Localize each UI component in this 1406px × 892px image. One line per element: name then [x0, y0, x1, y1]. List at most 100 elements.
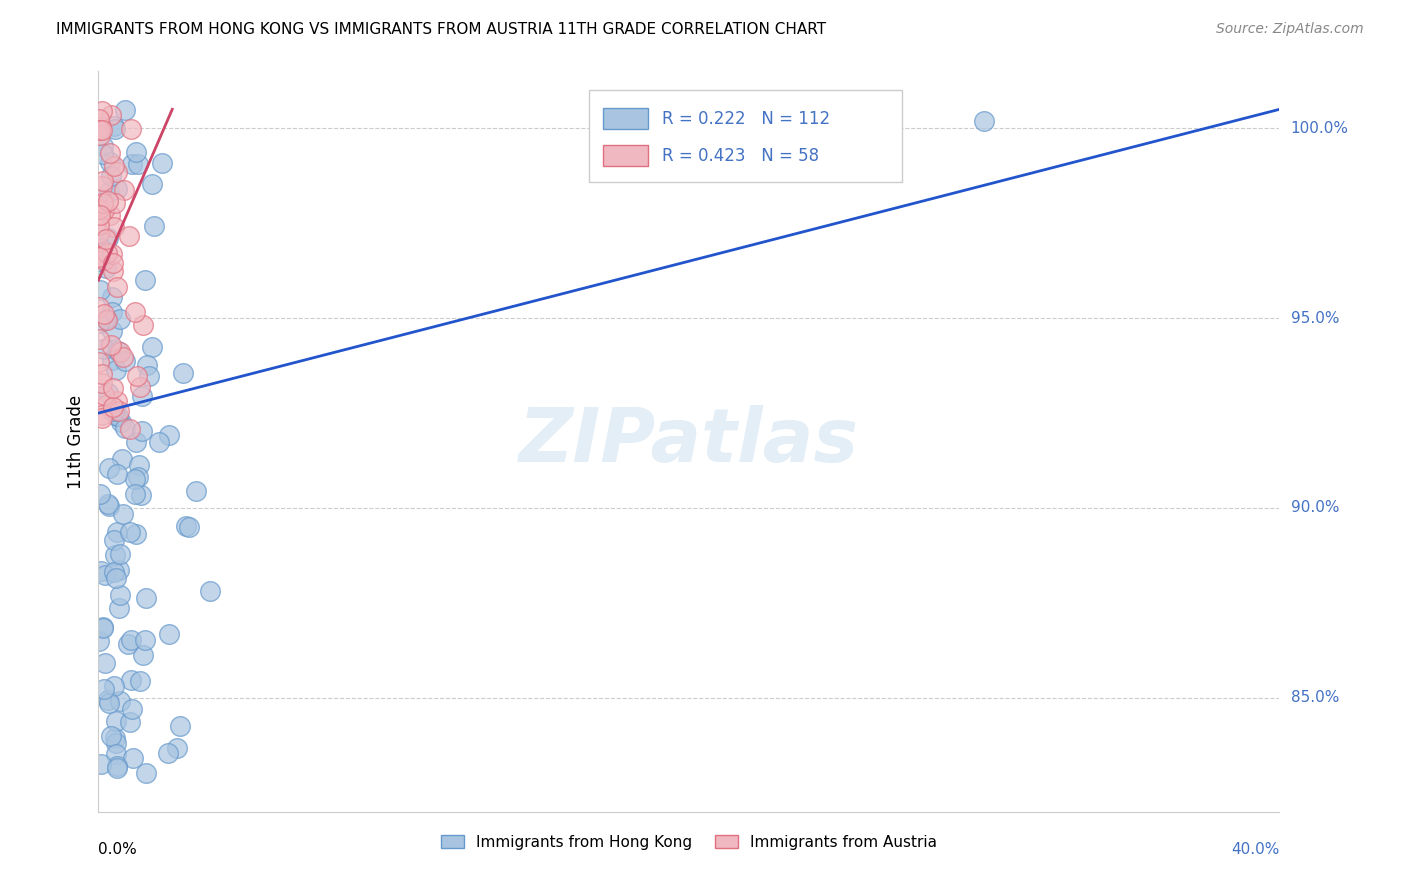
Text: 95.0%: 95.0% — [1291, 310, 1339, 326]
Point — [129, 674, 152, 689]
Point — [104, 196, 127, 211]
Point — [94, 261, 117, 276]
Point — [179, 520, 201, 534]
Point — [93, 202, 115, 217]
Point — [91, 620, 114, 634]
Point — [122, 751, 145, 765]
Point — [157, 627, 180, 641]
Point — [87, 355, 110, 369]
Point — [98, 155, 121, 169]
Point — [100, 403, 122, 417]
Point — [131, 648, 153, 662]
Point — [101, 401, 124, 415]
Point — [90, 123, 112, 137]
Point — [108, 694, 131, 708]
Point — [97, 230, 120, 244]
Point — [148, 435, 170, 450]
Point — [89, 756, 111, 771]
Point — [114, 421, 136, 435]
Point — [91, 248, 114, 262]
Point — [103, 403, 125, 417]
Point — [98, 499, 121, 513]
Point — [93, 388, 115, 402]
Point — [166, 740, 188, 755]
Point — [105, 182, 128, 196]
Point — [90, 241, 112, 255]
Point — [89, 192, 111, 206]
Point — [142, 219, 165, 234]
Point — [118, 228, 141, 243]
Text: 90.0%: 90.0% — [1291, 500, 1339, 516]
Point — [135, 591, 157, 606]
Point — [103, 219, 125, 234]
Point — [97, 194, 120, 208]
Text: 100.0%: 100.0% — [1291, 120, 1348, 136]
Point — [107, 564, 129, 578]
Point — [150, 155, 173, 169]
Point — [91, 621, 114, 635]
Text: R = 0.423   N = 58: R = 0.423 N = 58 — [662, 147, 818, 165]
Point — [94, 398, 117, 412]
Text: R = 0.222   N = 112: R = 0.222 N = 112 — [662, 110, 830, 128]
Point — [973, 113, 995, 128]
Text: Source: ZipAtlas.com: Source: ZipAtlas.com — [1216, 22, 1364, 37]
Point — [97, 185, 120, 199]
Point — [124, 304, 146, 318]
Point — [90, 202, 112, 217]
Point — [141, 340, 163, 354]
Point — [114, 103, 136, 118]
Point — [91, 376, 114, 390]
Point — [89, 284, 111, 298]
Point — [104, 570, 127, 584]
Point — [98, 461, 121, 475]
Point — [135, 765, 157, 780]
Point — [101, 256, 124, 270]
Point — [89, 208, 111, 222]
Point — [172, 366, 194, 380]
Point — [128, 458, 150, 472]
Point — [129, 488, 152, 502]
Text: 40.0%: 40.0% — [1232, 842, 1279, 857]
Point — [89, 633, 111, 648]
Point — [89, 487, 111, 501]
Point — [108, 588, 131, 602]
Point — [127, 157, 149, 171]
Point — [101, 381, 124, 395]
Point — [105, 524, 128, 539]
Point — [124, 434, 146, 449]
Point — [91, 174, 114, 188]
Point — [98, 696, 121, 710]
Point — [132, 318, 155, 332]
Point — [112, 508, 135, 522]
Point — [96, 312, 118, 326]
Point — [121, 157, 143, 171]
Point — [104, 548, 127, 562]
Point — [121, 702, 143, 716]
Point — [105, 467, 128, 481]
Point — [101, 264, 124, 278]
Point — [157, 428, 180, 442]
Point — [125, 369, 148, 384]
Point — [127, 470, 149, 484]
Point — [94, 656, 117, 670]
Point — [96, 692, 118, 706]
Point — [105, 393, 128, 408]
Point — [103, 679, 125, 693]
Point — [100, 169, 122, 183]
Point — [89, 202, 111, 217]
Point — [107, 600, 129, 615]
Text: IMMIGRANTS FROM HONG KONG VS IMMIGRANTS FROM AUSTRIA 11TH GRADE CORRELATION CHAR: IMMIGRANTS FROM HONG KONG VS IMMIGRANTS … — [56, 22, 827, 37]
Point — [100, 108, 122, 122]
Point — [98, 146, 121, 161]
Point — [103, 565, 125, 579]
Point — [89, 123, 111, 137]
Point — [100, 247, 122, 261]
Point — [105, 409, 128, 423]
Point — [87, 227, 110, 241]
Point — [117, 637, 139, 651]
Point — [125, 145, 148, 159]
Point — [131, 389, 153, 403]
Text: ZIPatlas: ZIPatlas — [519, 405, 859, 478]
Point — [96, 246, 118, 260]
Point — [87, 316, 110, 330]
